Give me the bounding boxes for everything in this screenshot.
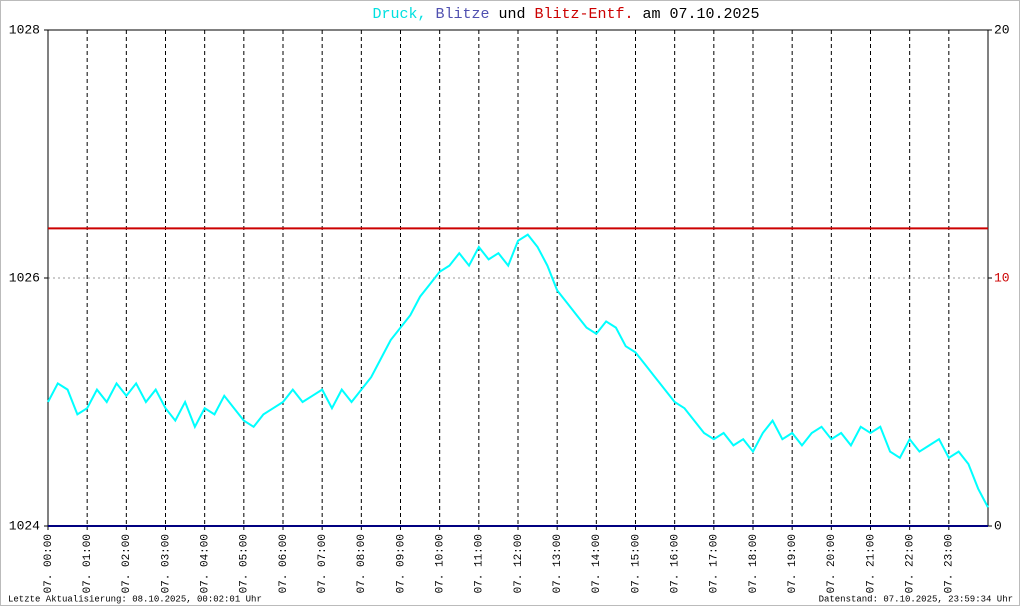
y-tick-label: 1028 — [9, 22, 40, 37]
title-part: Blitz-Entf. — [534, 6, 633, 23]
chart-title: Druck, Blitze und Blitz-Entf. am 07.10.2025 — [372, 6, 759, 23]
y2-tick-label: 20 — [994, 22, 1010, 37]
x-tick-label: 07. 06:00 — [278, 534, 290, 593]
title-part: Druck, — [372, 6, 426, 23]
title-part: und — [498, 6, 525, 23]
x-tick-label: 07. 22:00 — [905, 534, 917, 593]
y-tick-label: 1024 — [9, 518, 40, 533]
x-tick-label: 07. 21:00 — [865, 534, 877, 593]
x-tick-label: 07. 23:00 — [944, 534, 956, 593]
footer-left: Letzte Aktualisierung: 08.10.2025, 00:02… — [8, 594, 262, 604]
x-tick-label: 07. 15:00 — [630, 534, 642, 593]
title-part: Blitze — [435, 6, 489, 23]
x-tick-label: 07. 00:00 — [43, 534, 55, 593]
y2-tick-label: 0 — [994, 518, 1002, 533]
y2-tick-label: 10 — [994, 270, 1010, 285]
y-tick-label: 1026 — [9, 270, 40, 285]
x-tick-label: 07. 08:00 — [356, 534, 368, 593]
x-tick-label: 07. 05:00 — [239, 534, 251, 593]
x-tick-label: 07. 13:00 — [552, 534, 564, 593]
x-tick-label: 07. 18:00 — [748, 534, 760, 593]
x-tick-label: 07. 04:00 — [200, 534, 212, 593]
x-tick-label: 07. 10:00 — [435, 534, 447, 593]
x-tick-label: 07. 02:00 — [121, 534, 133, 593]
x-tick-label: 07. 01:00 — [82, 534, 94, 593]
x-tick-label: 07. 03:00 — [160, 534, 172, 593]
x-tick-label: 07. 11:00 — [474, 534, 486, 593]
x-tick-label: 07. 12:00 — [513, 534, 525, 593]
x-tick-label: 07. 07:00 — [317, 534, 329, 593]
x-tick-label: 07. 19:00 — [787, 534, 799, 593]
x-tick-label: 07. 20:00 — [826, 534, 838, 593]
title-part: am 07.10.2025 — [643, 6, 760, 23]
footer-right: Datenstand: 07.10.2025, 23:59:34 Uhr — [819, 594, 1013, 604]
x-tick-label: 07. 16:00 — [670, 534, 682, 593]
x-tick-label: 07. 09:00 — [395, 534, 407, 593]
series-line — [47, 233, 989, 508]
x-tick-label: 07. 14:00 — [591, 534, 603, 593]
x-tick-label: 07. 17:00 — [709, 534, 721, 593]
